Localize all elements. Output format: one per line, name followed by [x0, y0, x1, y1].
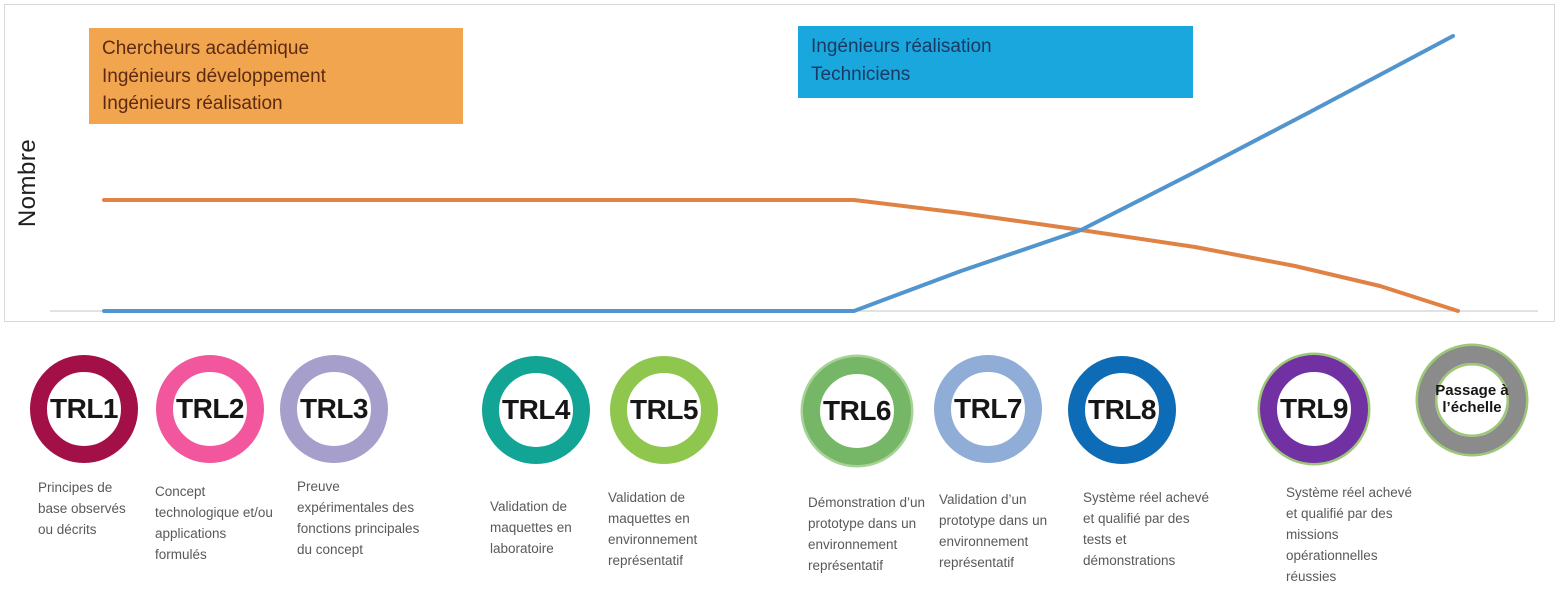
trl4-label: TRL4	[502, 394, 571, 426]
researchers-legend-box: Chercheurs académique Ingénieurs dévelop…	[89, 28, 463, 124]
trl8-label: TRL8	[1088, 394, 1157, 426]
trl3-badge: TRL3	[280, 355, 388, 463]
scale-up-badge: Passage à l’échelle	[1418, 346, 1526, 454]
blue-series-line	[102, 34, 1455, 313]
trl5-badge: TRL5	[610, 356, 718, 464]
trl6-description: Démonstration d’un prototype dans un env…	[808, 495, 926, 573]
orange-series-line	[102, 198, 1460, 313]
trl9-description: Système réel achevé et qualifié par des …	[1286, 485, 1413, 584]
trl1-badge: TRL1	[30, 355, 138, 463]
line-chart	[50, 34, 1538, 313]
trl1-description: Principes de base observés ou décrits	[38, 480, 126, 537]
trl1-label: TRL1	[50, 393, 119, 425]
scale-up-label: Passage à l’échelle	[1435, 382, 1509, 416]
trl4-description: Validation de maquettes en laboratoire	[490, 499, 572, 556]
y-axis-label: Nombre	[14, 138, 41, 228]
trl7-description: Validation d’un prototype dans un enviro…	[939, 492, 1048, 570]
trl7-badge: TRL7	[934, 355, 1042, 463]
trl8-description: Système réel achevé et qualifié par des …	[1083, 490, 1210, 568]
trl5-description: Validation de maquettes en environnement…	[608, 490, 698, 568]
chart-panel: Nombre Chercheurs académique Ingénieurs …	[4, 4, 1555, 322]
trl2-label: TRL2	[176, 393, 245, 425]
trl7-label: TRL7	[954, 393, 1023, 425]
trl9-badge: TRL9	[1260, 355, 1368, 463]
trl4-badge: TRL4	[482, 356, 590, 464]
trl3-label: TRL3	[300, 393, 369, 425]
trl8-badge: TRL8	[1068, 356, 1176, 464]
trl2-badge: TRL2	[156, 355, 264, 463]
trl9-label: TRL9	[1280, 393, 1349, 425]
trl2-description: Concept technologique et/ou applications…	[155, 484, 273, 562]
trl5-label: TRL5	[630, 394, 699, 426]
trl6-label: TRL6	[823, 395, 892, 427]
trl6-badge: TRL6	[803, 357, 911, 465]
technicians-legend-box: Ingénieurs réalisation Techniciens	[798, 26, 1193, 98]
trl3-description: Preuve expérimentales des fonctions prin…	[297, 479, 420, 557]
